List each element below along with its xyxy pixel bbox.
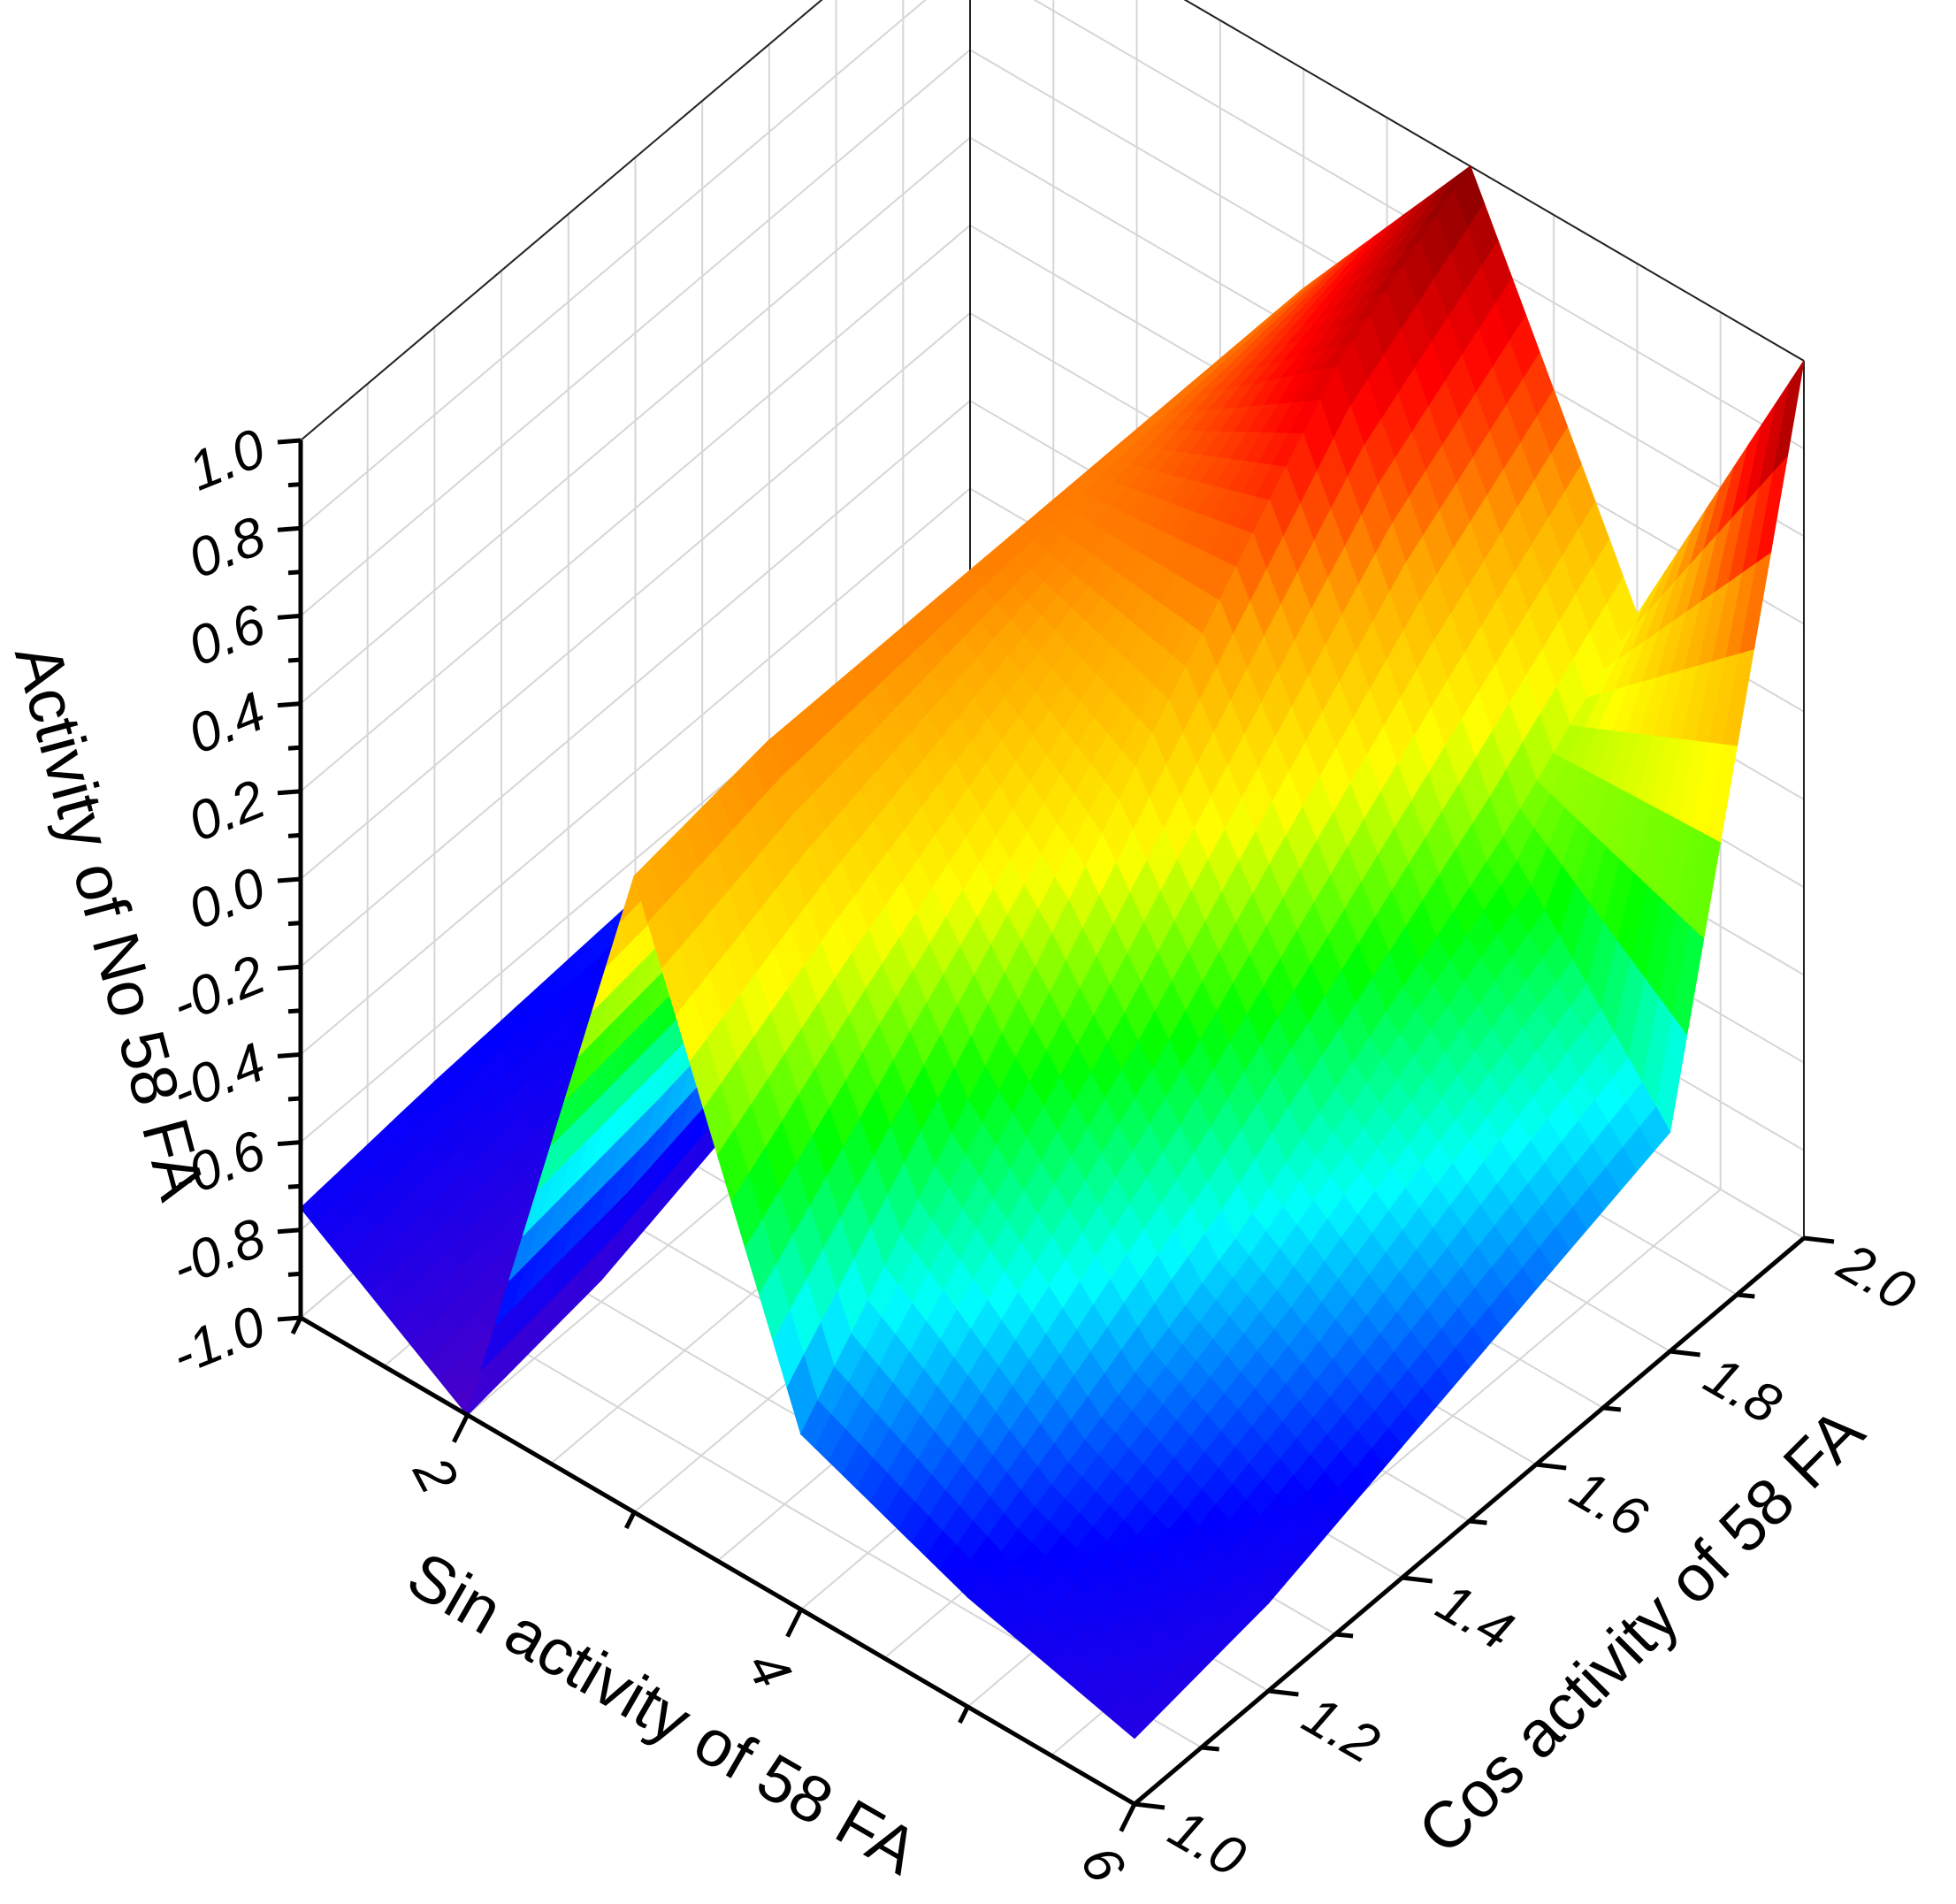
z-axis-tick	[277, 613, 302, 620]
z-tick-label: -1.0	[163, 1295, 273, 1387]
x-axis-tick	[1119, 1802, 1137, 1832]
grid-line-wallB-z	[300, 312, 971, 880]
grid-line-wallB-z	[300, 487, 971, 1056]
z-axis-tick	[277, 789, 302, 796]
y-axis-minor-tick	[1737, 1292, 1755, 1299]
grid-line-wallA-z	[1033, 0, 1805, 450]
z-tick-label: 1.0	[180, 417, 274, 502]
grid-line-wallB-z	[300, 49, 971, 617]
x-tick-label: 4	[735, 1642, 803, 1698]
z-tick-label: 0.2	[180, 768, 274, 853]
y-tick-label: 1.6	[1561, 1458, 1658, 1549]
z-tick-label: 0.8	[180, 505, 274, 590]
z-axis-minor-tick	[287, 482, 302, 488]
z-axis-minor-tick	[287, 1008, 302, 1014]
x-axis-minor-tick	[958, 1705, 970, 1724]
y-axis-tick	[1535, 1462, 1567, 1471]
z-axis-minor-tick	[287, 570, 302, 576]
z-axis-tick	[277, 964, 302, 971]
grid-line-wallB-z	[300, 136, 971, 705]
x-axis-title: Sin activity of 58 FA	[396, 1538, 931, 1889]
z-axis-tick	[277, 525, 302, 532]
z-tick-label: 0.0	[180, 856, 274, 941]
z-axis-minor-tick	[287, 921, 302, 927]
z-tick-label: 0.4	[180, 681, 274, 766]
y-axis-minor-tick	[1201, 1745, 1219, 1752]
x-tick-label: 6	[1068, 1837, 1136, 1893]
z-tick-label: 0.6	[180, 593, 274, 677]
grid-line-wallB-z	[300, 400, 971, 967]
z-axis-minor-tick	[287, 1183, 302, 1189]
z-axis-minor-tick	[287, 1096, 302, 1102]
z-axis-minor-tick	[287, 657, 302, 663]
z-axis-tick	[277, 1051, 302, 1059]
y-axis-tick	[1268, 1688, 1299, 1697]
grid-line-wallB-z	[300, 0, 927, 529]
z-axis-tick	[277, 1140, 302, 1147]
box-frame-edge	[300, 0, 823, 441]
grid-line-wallB-z	[300, 225, 971, 792]
y-axis-minor-tick	[1469, 1518, 1487, 1525]
surface-layer	[300, 164, 1805, 1740]
z-tick-label: -0.2	[163, 944, 273, 1036]
y-axis-tick	[1402, 1575, 1433, 1584]
x-axis-tick	[785, 1608, 804, 1638]
z-axis-tick	[277, 701, 302, 708]
y-tick-label: 1.4	[1426, 1571, 1523, 1663]
x-axis-line	[299, 1315, 1136, 1807]
y-axis-tick	[1134, 1801, 1165, 1810]
x-axis-minor-tick	[623, 1510, 637, 1530]
y-tick-label: 1.0	[1158, 1798, 1255, 1889]
y-tick-label: 1.8	[1694, 1345, 1792, 1436]
x-axis-minor-tick	[290, 1316, 303, 1335]
y-axis-minor-tick	[1334, 1632, 1354, 1639]
z-axis-tick	[277, 1315, 302, 1322]
x-tick-label: 2	[401, 1447, 470, 1503]
y-axis-minor-tick	[1602, 1405, 1622, 1412]
z-axis-tick	[277, 1227, 302, 1235]
z-axis-minor-tick	[287, 745, 302, 751]
y-axis-tick	[1803, 1235, 1835, 1244]
z-tick-label: -0.8	[163, 1207, 273, 1299]
z-axis-tick	[277, 876, 302, 883]
box-frame-edge	[1183, 0, 1805, 362]
surface-patch	[1119, 1708, 1152, 1740]
z-axis-minor-tick	[287, 832, 302, 838]
z-axis-minor-tick	[287, 1271, 302, 1277]
y-axis-tick	[1669, 1349, 1700, 1357]
x-axis-tick	[452, 1413, 470, 1443]
y-tick-label: 2.0	[1828, 1231, 1925, 1322]
z-axis-tick	[277, 438, 302, 445]
y-tick-label: 1.2	[1293, 1685, 1389, 1776]
